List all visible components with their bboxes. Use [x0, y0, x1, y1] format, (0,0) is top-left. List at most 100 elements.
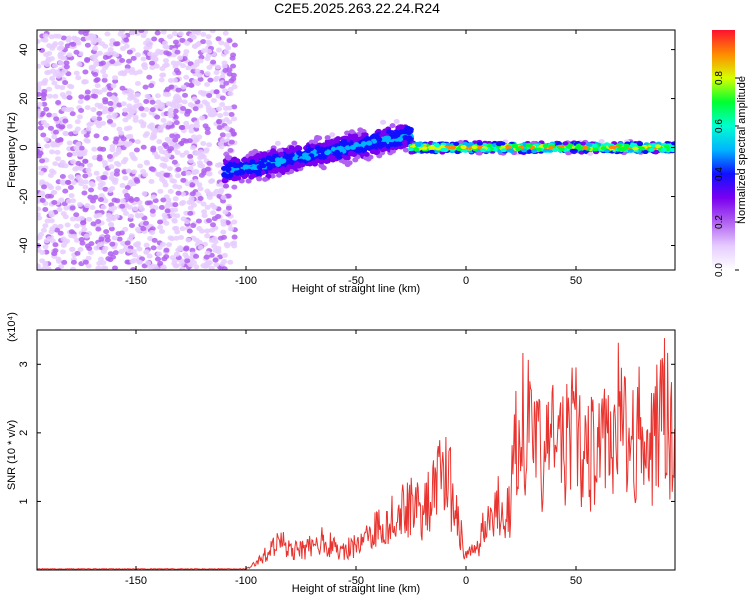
- heatmap-cell: [195, 218, 202, 224]
- heatmap-cell: [211, 236, 218, 242]
- heatmap-cell: [454, 150, 461, 155]
- heatmap-cell: [598, 139, 605, 144]
- heatmap-cell: [42, 77, 49, 83]
- heatmap-cell: [174, 150, 181, 156]
- heatmap-cell: [59, 92, 66, 98]
- snr-x-label: Height of straight line (km): [292, 583, 420, 595]
- colorbar-label: Normalized spectral amplitude: [736, 76, 748, 224]
- x-tick-label: -100: [235, 575, 257, 587]
- heatmap-cell: [105, 256, 112, 262]
- heatmap-cell: [223, 42, 230, 48]
- heatmap-cell: [201, 168, 208, 174]
- heatmap-cell: [54, 149, 61, 155]
- heatmap-cell: [180, 199, 187, 205]
- heatmap-cell: [227, 147, 234, 153]
- heatmap-cell: [228, 139, 235, 145]
- heatmap-cell: [164, 86, 171, 92]
- heatmap-cell: [249, 159, 256, 165]
- heatmap-cell: [90, 93, 97, 99]
- heatmap-cell: [227, 226, 234, 232]
- heatmap-cell: [48, 212, 55, 218]
- heatmap-cell: [156, 139, 163, 145]
- heatmap-cell: [158, 205, 165, 211]
- colorbar: 0.0 0.2 0.4 0.6 0.8 Normalized spectral ampl…: [712, 30, 748, 277]
- snr-panel: -150 -100 -50 0 50 1 2 3 Height of straight li…: [6, 312, 676, 595]
- heatmap-cell: [604, 148, 611, 153]
- heatmap-cell: [137, 204, 144, 210]
- heatmap-cell: [227, 91, 234, 97]
- heatmap-cell: [85, 167, 92, 173]
- heatmap-cell: [111, 112, 118, 118]
- heatmap-cell: [383, 135, 390, 141]
- heatmap-cell: [146, 44, 153, 50]
- heatmap-cell: [320, 165, 327, 171]
- heatmap-cell: [178, 261, 185, 267]
- x-tick-label: 0: [463, 575, 469, 587]
- heatmap-cell: [228, 111, 235, 117]
- heatmap-cell: [108, 164, 115, 170]
- heatmap-cell: [44, 70, 51, 76]
- heatmap-cell: [215, 245, 222, 251]
- heatmap-cell: [40, 266, 47, 270]
- heatmap-cell: [177, 55, 184, 61]
- heatmap-cell: [146, 74, 153, 80]
- heatmap-cell: [60, 55, 67, 61]
- heatmap-cell: [76, 202, 83, 208]
- heatmap-cell: [210, 59, 217, 65]
- heatmap-cell: [360, 148, 367, 154]
- heatmap-cell: [78, 30, 85, 35]
- heatmap-cell: [150, 55, 157, 61]
- heatmap-cell: [377, 143, 384, 149]
- heatmap-cell: [71, 234, 78, 240]
- heatmap-cell: [174, 49, 181, 55]
- heatmap-cell: [279, 166, 286, 172]
- heatmap-cell: [105, 212, 112, 218]
- snr-y-label: SNR (10 * v/v): [6, 420, 18, 490]
- heatmap-cell: [173, 120, 180, 126]
- snr-y-scale-label: (x10⁴): [6, 312, 18, 342]
- heatmap-cell: [58, 45, 65, 51]
- heatmap-cell: [156, 172, 163, 178]
- heatmap-cell: [442, 148, 449, 153]
- heatmap-cell: [106, 154, 113, 160]
- heatmap-cell: [392, 142, 399, 148]
- heatmap-cell: [156, 251, 163, 257]
- heatmap-cell: [206, 171, 213, 177]
- heatmap-cell: [68, 131, 75, 137]
- heatmap-cell: [102, 171, 109, 177]
- heatmap-cell: [188, 82, 195, 88]
- heatmap-cell: [119, 203, 126, 209]
- heatmap-cell: [189, 191, 196, 197]
- heatmap-cell: [652, 150, 659, 155]
- heatmap-cell: [89, 33, 96, 39]
- heatmap-cell: [457, 140, 464, 145]
- heatmap-cell: [110, 122, 117, 128]
- x-tick-label: -50: [348, 575, 364, 587]
- heatmap-cell: [107, 221, 114, 227]
- heatmap-cell: [73, 237, 80, 243]
- heatmap-cell: [82, 173, 89, 179]
- heatmap-cell: [78, 237, 85, 243]
- heatmap-cell: [226, 119, 233, 125]
- heatmap-cell: [526, 149, 533, 154]
- heatmap-cell: [66, 123, 73, 129]
- heatmap-cell: [101, 175, 108, 181]
- heatmap-cell: [566, 143, 573, 148]
- heatmap-cell: [642, 150, 649, 155]
- heatmap-cell: [131, 169, 138, 175]
- heatmap-cell: [94, 83, 101, 89]
- heatmap-cell: [106, 91, 113, 97]
- heatmap-cell: [140, 112, 147, 118]
- heatmap-cell: [285, 149, 292, 155]
- heatmap-cell: [571, 148, 578, 153]
- heatmap-cell: [116, 126, 123, 132]
- heatmap-cell: [122, 157, 129, 163]
- heatmap-cell: [122, 246, 129, 252]
- heatmap-cell: [56, 206, 63, 212]
- heatmap-cell: [190, 34, 197, 40]
- heatmap-cell: [214, 64, 221, 70]
- heatmap-cell: [47, 193, 54, 199]
- heatmap-cell: [324, 135, 331, 141]
- heatmap-cell: [256, 176, 263, 182]
- heatmap-cell: [542, 144, 549, 149]
